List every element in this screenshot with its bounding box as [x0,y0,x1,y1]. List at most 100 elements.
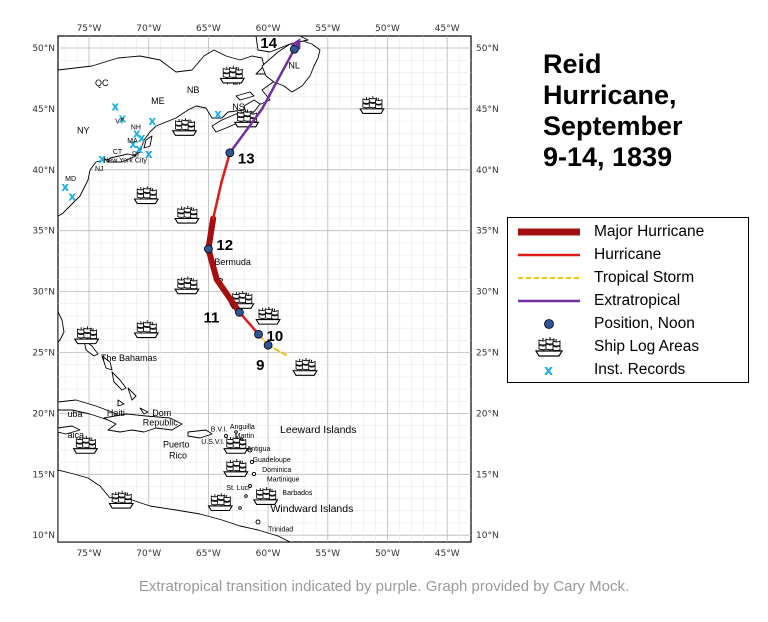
track-segment-major [205,215,217,252]
lat-tick-label-right: 30°N [476,288,499,298]
day-label: 12 [216,237,233,254]
lat-tick-label-right: 15°N [476,470,499,480]
legend-item-noon-position: Position, Noon [508,313,748,335]
legend-label: Inst. Records [594,361,686,378]
legend-noon-dot [544,319,554,329]
lat-tick-label-left: 20°N [32,409,55,419]
place-label: RI [132,151,139,158]
legend-thick-line-icon [518,228,580,236]
lat-tick-label-left: 25°N [32,349,55,359]
place-label: New York City [103,157,147,164]
place-label: Republic [143,418,179,428]
track-segment-extratropical [260,47,296,111]
lon-tick-label-bottom: 50°W [375,549,400,559]
place-label: Martin [235,433,255,440]
coastlines [58,36,321,542]
place-label: Dom [152,408,171,418]
lon-tick-label-top: 45°W [435,24,460,34]
lat-tick-label-right: 40°N [476,166,499,176]
inst-record-mark: x [111,99,119,113]
title-line-2: Hurricane, [543,80,677,110]
ship-icon [535,336,563,357]
noon-position-dot [263,340,273,350]
legend-dashed-line-icon [518,277,580,279]
legend-item-major-hurricane: Major Hurricane [508,221,748,243]
lat-tick-label-left: 40°N [32,166,55,176]
lon-tick-label-top: 55°W [315,24,340,34]
track-arrowhead-icon [290,38,301,50]
title-line-1: Reid [543,49,602,79]
place-label: NB [187,85,200,95]
place-label: NS [232,102,245,112]
lat-tick-label-right: 10°N [476,531,499,541]
inst-record-mark: x [214,107,222,121]
place-label: VT [115,119,125,126]
track-segment-extratropical [228,107,264,154]
legend-label: Tropical Storm [594,269,695,286]
place-label: The Bahamas [101,353,158,363]
lon-tick-label-top: 60°W [256,24,281,34]
place-label: Haiti [107,408,125,418]
place-label: Dominica [262,467,291,474]
legend-x-glyph: x [544,363,553,379]
place-label: Antigua [247,446,271,453]
noon-position-dot [254,329,263,339]
place-label: Rico [169,450,187,460]
title-line-4: 9-14, 1839 [543,142,673,172]
place-label: Barbados [282,490,312,497]
place-label: Guadeloupe [253,457,291,464]
place-label: CT [113,149,123,156]
inst-record-mark: x [61,180,69,194]
track-segment-major [213,276,243,316]
lon-tick-label-bottom: 70°W [136,549,161,559]
place-labels: QCNBPEINLMENSNYVTNHMACTRINJMDNew York Ci… [65,61,356,534]
legend-item-inst-records: x Inst. Records [508,359,748,381]
noon-position-dot [225,148,235,158]
lat-tick-label-right: 20°N [476,409,499,419]
lat-tick-label-left: 15°N [32,470,55,480]
legend-line-icon [518,253,580,257]
place-label: aica [68,430,85,440]
lat-tick-label-left: 45°N [32,105,55,115]
place-label: B.V.I. [211,427,228,434]
day-label: 13 [238,151,255,168]
day-label: 11 [203,309,219,326]
lon-tick-label-bottom: 55°W [315,549,340,559]
track-segment-hurricane [238,311,260,336]
place-label: Puerto [163,440,190,450]
lat-tick-label-left: 35°N [32,227,55,237]
place-label: ME [151,96,165,106]
track-segment-major [205,245,220,283]
day-label: 10 [267,328,284,345]
lon-tick-label-bottom: 45°W [435,549,460,559]
legend-label: Extratropical [594,292,681,309]
place-label: QC [95,78,109,88]
place-label: MA [127,138,138,145]
figure-caption: Extratropical transition indicated by pu… [138,578,630,595]
legend-label: Hurricane [594,246,662,263]
place-label: Anguilla [230,424,255,431]
place-label: NL [288,61,300,71]
inst-record-mark: x [138,131,146,145]
legend-item-ship-log: Ship Log Areas [508,336,748,358]
inst-record-mark: x [68,190,76,204]
inst-record-mark: x [148,114,156,128]
place-label: Windward Islands [270,503,353,515]
place-label: NH [131,125,141,132]
legend-item-extratropical: Extratropical [508,290,748,312]
inst-record-mark: x [119,112,127,126]
inst-record-mark: x [145,147,153,161]
lat-tick-label-right: 35°N [476,227,499,237]
lat-tick-label-right: 50°N [476,44,499,54]
lon-tick-label-top: 75°W [77,24,102,34]
lat-tick-label-right: 25°N [476,349,499,359]
place-label: St. Luci [226,485,250,492]
map-title: Reid Hurricane, September 9-14, 1839 [543,49,763,173]
lat-tick-label-left: 50°N [32,44,55,54]
lon-tick-label-top: 70°W [136,24,161,34]
legend-line-icon [518,299,580,303]
legend-label: Position, Noon [594,315,695,332]
place-label: Leeward Islands [280,424,356,436]
place-label: NY [77,125,90,135]
